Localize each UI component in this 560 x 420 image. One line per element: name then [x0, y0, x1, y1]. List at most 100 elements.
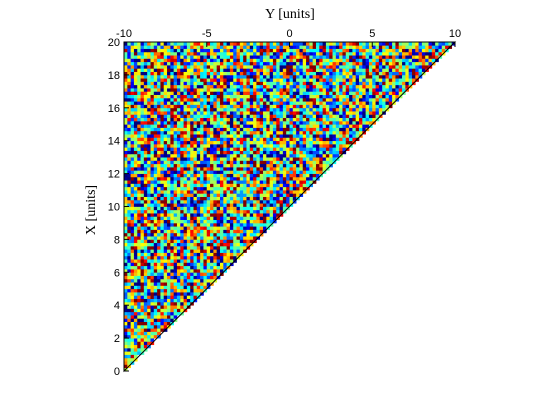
heatmap-cell	[362, 84, 366, 89]
heatmap-cell	[249, 120, 254, 125]
heatmap-cell	[127, 101, 131, 105]
heatmap-cell	[388, 97, 393, 102]
heatmap-cell	[259, 114, 264, 119]
heatmap-cell	[345, 114, 350, 119]
heatmap-cell	[329, 153, 333, 158]
heatmap-cell	[253, 104, 257, 109]
heatmap-cell	[190, 134, 194, 138]
heatmap-cell	[157, 45, 161, 49]
heatmap-cell	[263, 196, 267, 201]
heatmap-cell	[398, 81, 403, 86]
heatmap-cell	[124, 308, 128, 313]
heatmap-cell	[365, 55, 370, 59]
heatmap-cell	[176, 114, 181, 119]
heatmap-cell	[342, 117, 347, 122]
heatmap-cell	[319, 163, 323, 168]
heatmap-cell	[186, 153, 191, 158]
heatmap-cell	[180, 186, 184, 191]
heatmap-cell	[256, 130, 261, 135]
heatmap-cell	[213, 97, 218, 102]
heatmap-cell	[130, 239, 135, 244]
heatmap-cell	[296, 173, 300, 178]
heatmap-cell	[332, 51, 337, 56]
heatmap-cell	[130, 183, 135, 188]
heatmap-cell	[289, 111, 294, 115]
heatmap-cell	[193, 186, 198, 191]
heatmap-cell	[216, 68, 221, 72]
heatmap-cell	[203, 94, 208, 99]
heatmap-cell	[319, 97, 323, 102]
heatmap-cell	[173, 295, 178, 299]
heatmap-cell	[219, 150, 224, 155]
heatmap-cell	[312, 117, 317, 122]
heatmap-cell	[226, 170, 231, 174]
heatmap-cell	[203, 255, 208, 260]
heatmap-cell	[289, 101, 294, 105]
heatmap-cell	[428, 48, 433, 53]
heatmap-cell	[312, 111, 317, 115]
heatmap-cell	[190, 196, 194, 201]
heatmap-cell	[256, 140, 261, 145]
heatmap-cell	[133, 315, 138, 319]
heatmap-cell	[167, 199, 171, 204]
heatmap-cell	[160, 183, 165, 188]
heatmap-cell	[382, 61, 386, 66]
heatmap-cell	[180, 163, 184, 168]
heatmap-cell	[163, 65, 168, 69]
heatmap-cell	[127, 140, 131, 145]
heatmap-cell	[398, 55, 403, 59]
heatmap-cell	[190, 186, 194, 191]
heatmap-cell	[140, 255, 145, 260]
heatmap-cell	[130, 97, 135, 102]
heatmap-cell	[339, 137, 343, 142]
heatmap-cell	[266, 137, 270, 142]
heatmap-cell	[153, 71, 158, 76]
heatmap-cell	[292, 74, 297, 79]
heatmap-cell	[163, 120, 168, 125]
heatmap-cell	[153, 160, 158, 165]
heatmap-cell	[289, 190, 294, 194]
heatmap-cell	[223, 91, 227, 95]
heatmap-cell	[243, 117, 247, 122]
heatmap-cell	[292, 124, 297, 128]
heatmap-cell	[183, 167, 188, 171]
heatmap-cell	[153, 173, 158, 178]
heatmap-cell	[269, 153, 274, 158]
heatmap-cell	[160, 150, 165, 155]
heatmap-cell	[263, 167, 267, 171]
heatmap-cell	[239, 242, 244, 247]
heatmap-cell	[362, 114, 366, 119]
heatmap-cell	[223, 55, 227, 59]
heatmap-cell	[176, 88, 181, 92]
heatmap-cell	[272, 199, 277, 204]
heatmap-cell	[124, 45, 128, 49]
heatmap-cell	[272, 140, 277, 145]
heatmap-cell	[127, 324, 131, 329]
heatmap-cell	[246, 107, 251, 112]
heatmap-cell	[196, 206, 201, 211]
heatmap-cell	[127, 341, 131, 346]
heatmap-cell	[421, 55, 426, 59]
heatmap-cell	[206, 117, 211, 122]
heatmap-cell	[345, 48, 350, 53]
heatmap-cell	[362, 117, 366, 122]
heatmap-cell	[137, 160, 141, 165]
heatmap-cell	[233, 150, 237, 155]
heatmap-cell	[435, 55, 439, 59]
heatmap-cell	[176, 292, 181, 296]
heatmap-cell	[312, 58, 317, 63]
heatmap-cell	[157, 199, 161, 204]
heatmap-cell	[256, 134, 261, 138]
heatmap-cell	[163, 275, 168, 280]
heatmap-cell	[176, 305, 181, 309]
heatmap-cell	[133, 301, 138, 306]
heatmap-cell	[124, 176, 128, 181]
heatmap-cell	[325, 153, 330, 158]
heatmap-cell	[279, 97, 284, 102]
heatmap-cell	[170, 124, 174, 128]
heatmap-cell	[276, 68, 280, 72]
heatmap-cell	[127, 42, 131, 46]
heatmap-cell	[167, 147, 171, 151]
heatmap-cell	[276, 94, 280, 99]
heatmap-cell	[216, 81, 221, 86]
